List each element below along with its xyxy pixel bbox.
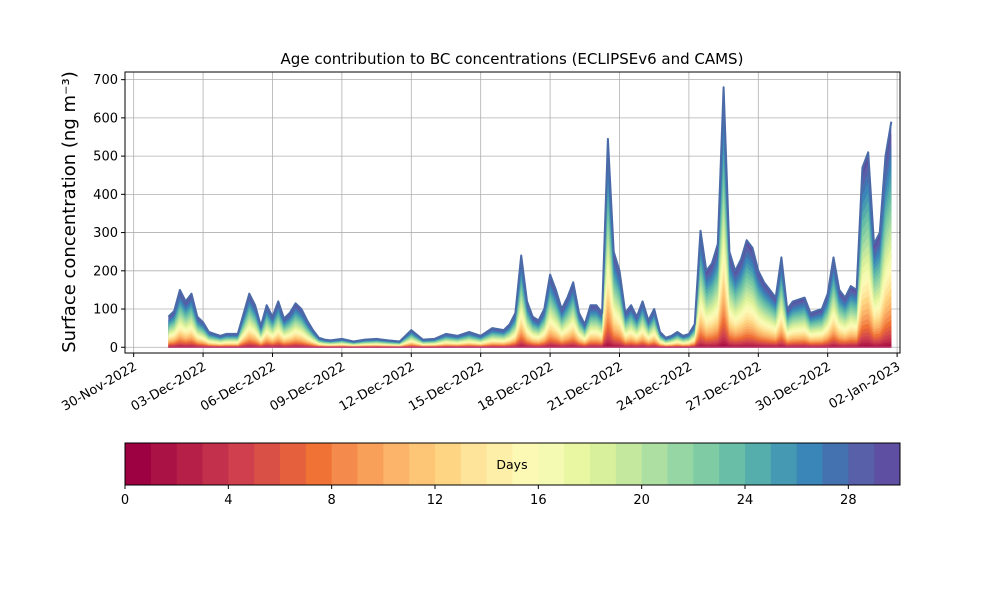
- colorbar-swatch-7: [305, 443, 333, 485]
- x-tick-label: 02-Jan-2023: [827, 359, 904, 412]
- y-tick-label: 300: [93, 226, 118, 241]
- stacked-area-layers: [168, 87, 892, 349]
- colorbar-swatch-8: [331, 443, 358, 485]
- plot-frame: [124, 71, 901, 354]
- colorbar-ticks: 0 4 8 12 16 20 24 28: [121, 485, 857, 508]
- colorbar-tick-label: 20: [633, 493, 650, 508]
- x-tick-label: 24-Dec-2022: [615, 359, 695, 414]
- colorbar-swatch-11: [409, 443, 436, 485]
- grid-lines: [125, 72, 900, 353]
- colorbar-tick-label: 12: [427, 493, 444, 508]
- age-layer-5-to-6-days: [168, 327, 892, 348]
- y-tick-label: 0: [110, 341, 118, 356]
- colorbar-swatch-3: [202, 443, 229, 485]
- chart-title: Age contribution to BC concentrations (E…: [281, 50, 744, 68]
- x-tick-label: 03-Dec-2022: [129, 359, 209, 414]
- age-layer-4-to-5-days: [168, 332, 892, 348]
- colorbar-swatch-2: [176, 443, 203, 485]
- colorbar-swatch-14: [486, 443, 513, 485]
- colorbar-label: Days: [496, 457, 527, 472]
- colorbar-swatch-18: [590, 443, 617, 485]
- colorbar-tick-label: 8: [328, 493, 336, 508]
- colorbar-swatch-27: [822, 443, 849, 485]
- y-tick-label: 400: [93, 188, 118, 203]
- age-layer-6-to-7-days: [168, 321, 892, 348]
- colorbar-swatch-4: [228, 443, 255, 485]
- x-tick-label: 06-Dec-2022: [198, 359, 278, 414]
- colorbar: [125, 443, 901, 485]
- colorbar-tick-label: 0: [121, 493, 129, 508]
- colorbar-swatch-0: [125, 443, 152, 485]
- total-concentration-line: [167, 86, 893, 343]
- colorbar-swatch-9: [357, 443, 384, 485]
- y-tick-label: 600: [93, 111, 118, 126]
- colorbar-swatch-26: [796, 443, 823, 485]
- x-tick-label: 12-Dec-2022: [337, 359, 417, 414]
- x-tick-label: 18-Dec-2022: [476, 359, 556, 414]
- colorbar-swatch-21: [667, 443, 694, 485]
- colorbar-swatch-23: [719, 443, 746, 485]
- age-layer-1-to-2-days: [168, 343, 892, 348]
- x-tick-label: 30-Nov-2022: [59, 359, 139, 414]
- y-tick-label: 100: [93, 303, 118, 318]
- y-tick-label: 700: [93, 73, 118, 88]
- x-tick-label: 09-Dec-2022: [267, 359, 347, 414]
- colorbar-swatch-20: [641, 443, 668, 485]
- colorbar-swatch-24: [745, 443, 772, 485]
- colorbar-swatch-12: [435, 443, 462, 485]
- colorbar-swatch-22: [693, 443, 720, 485]
- colorbar-swatch-28: [848, 443, 875, 485]
- x-axis: 30-Nov-202203-Dec-202206-Dec-202209-Dec-…: [59, 353, 903, 415]
- colorbar-tick-label: 4: [224, 493, 232, 508]
- colorbar-swatch-16: [538, 443, 565, 485]
- y-tick-label: 200: [93, 264, 118, 279]
- colorbar-tick-label: 16: [530, 493, 547, 508]
- y-axis-label: Surface concentration (ng m⁻³): [59, 71, 80, 353]
- colorbar-swatch-13: [460, 443, 488, 485]
- colorbar-swatch-15: [512, 443, 539, 485]
- age-layer-2-to-3-days: [168, 340, 892, 348]
- colorbar-swatch-29: [874, 443, 901, 485]
- y-tick-label: 500: [93, 150, 118, 165]
- colorbar-swatch-6: [280, 443, 307, 485]
- colorbar-swatch-25: [770, 443, 798, 485]
- colorbar-swatch-1: [150, 443, 178, 485]
- colorbar-tick-label: 28: [840, 493, 857, 508]
- colorbar-swatch-5: [254, 443, 281, 485]
- x-tick-label: 21-Dec-2022: [545, 359, 625, 414]
- colorbar-tick-label: 24: [737, 493, 754, 508]
- total-line: [167, 86, 893, 343]
- x-tick-label: 15-Dec-2022: [406, 359, 486, 414]
- x-tick-label: 30-Dec-2022: [753, 359, 833, 414]
- colorbar-frame: [124, 442, 901, 486]
- age-layer-3-to-4-days: [168, 336, 892, 348]
- colorbar-swatch-17: [564, 443, 591, 485]
- colorbar-swatch-10: [383, 443, 410, 485]
- y-axis: 0 100 200 300 400 500 600 700: [93, 73, 125, 356]
- x-tick-label: 27-Dec-2022: [684, 359, 764, 414]
- colorbar-swatch-19: [615, 443, 643, 485]
